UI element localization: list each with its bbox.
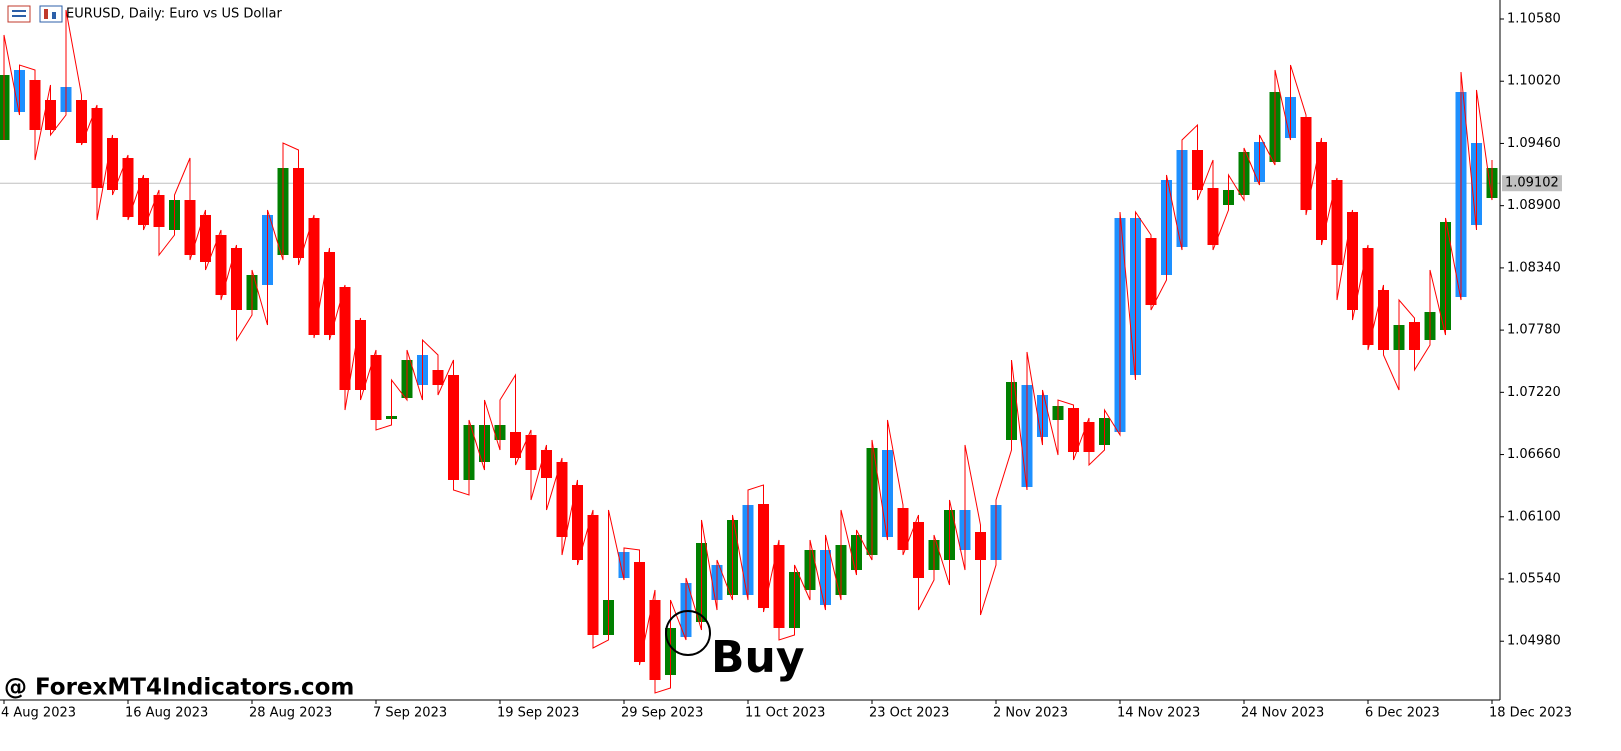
buy-label: Buy: [711, 632, 805, 683]
y-tick-label: 1.08340: [1507, 260, 1561, 275]
icon: [7, 5, 31, 23]
y-tick-label: 1.06100: [1507, 509, 1561, 524]
x-tick-label: 29 Sep 2023: [621, 706, 703, 721]
x-tick-label: 6 Dec 2023: [1365, 706, 1440, 721]
current-price-box: [1502, 175, 1562, 192]
y-tick-label: 1.06660: [1507, 447, 1561, 462]
chart-title: EURUSD, Daily: Euro vs US Dollar: [66, 7, 283, 22]
y-tick-label: 1.04980: [1507, 634, 1561, 649]
x-tick-label: 28 Aug 2023: [249, 706, 332, 721]
candle-body: [0, 75, 10, 140]
icon-bar: [52, 12, 56, 19]
x-tick-label: 18 Dec 2023: [1489, 706, 1572, 721]
current-price-label: 1.09102: [1505, 176, 1559, 191]
icon: [39, 5, 63, 23]
y-tick-label: 1.09460: [1507, 136, 1561, 151]
x-tick-label: 19 Sep 2023: [497, 706, 579, 721]
y-tick-label: 1.10020: [1507, 74, 1561, 89]
x-tick-label: 23 Oct 2023: [869, 706, 949, 721]
watermark: @ ForexMT4Indicators.com: [4, 675, 354, 701]
x-tick-label: 4 Aug 2023: [1, 706, 76, 721]
y-tick-label: 1.08900: [1507, 198, 1561, 213]
icon-bar: [44, 9, 48, 19]
y-tick-label: 1.07780: [1507, 323, 1561, 338]
x-tick-label: 16 Aug 2023: [125, 706, 208, 721]
x-tick-label: 7 Sep 2023: [373, 706, 447, 721]
buy-marker: [665, 610, 711, 656]
y-tick-label: 1.07220: [1507, 385, 1561, 400]
toolbar-icons: [7, 5, 63, 23]
x-tick-label: 2 Nov 2023: [993, 706, 1068, 721]
plot-area: [0, 9, 1498, 694]
zigzag-line: [3, 9, 1493, 694]
y-tick-label: 1.10580: [1507, 12, 1561, 27]
y-tick-label: 1.05540: [1507, 572, 1561, 587]
x-tick-label: 14 Nov 2023: [1117, 706, 1200, 721]
x-tick-label: 11 Oct 2023: [745, 706, 825, 721]
x-tick-label: 24 Nov 2023: [1241, 706, 1324, 721]
